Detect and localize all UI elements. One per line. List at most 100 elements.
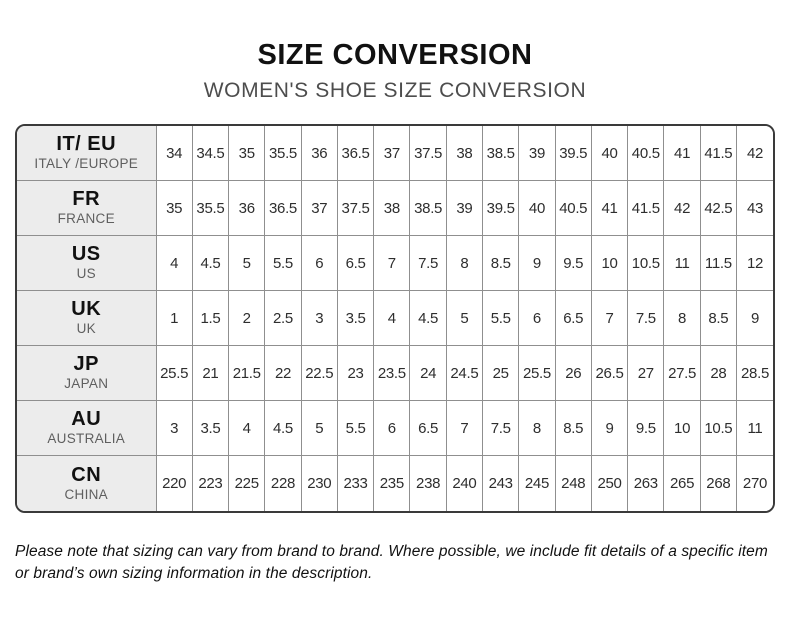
size-value-cell: 36	[300, 125, 338, 182]
table-row: CN CHINA 220 223 225 228 230 233 235 238 240 243 245…	[17, 455, 773, 511]
size-value-cell: 41	[590, 180, 629, 237]
size-value-cell: 11	[663, 235, 701, 292]
size-value-cell: 34	[155, 125, 193, 182]
size-table-body: IT/ EU ITALY /EUROPE 34 34.5 35 35.5 36 36.5 37 3…	[17, 125, 773, 511]
size-value-cell: 10	[663, 400, 701, 457]
size-value-cell: 245	[518, 455, 556, 511]
size-value-cell: 40	[590, 125, 629, 182]
size-value-cell: 23	[336, 345, 375, 402]
size-value-cell: 8.5	[554, 400, 592, 457]
size-value-cell: 41	[663, 125, 701, 182]
size-conversion-table: IT/ EU ITALY /EUROPE 34 34.5 35 35.5 36 36.5 37 3…	[15, 123, 775, 513]
size-value-cell: 42	[736, 125, 773, 182]
table-row: FR FRANCE 35 35.5 36 36.5 37 37.5 38 38.5 39 39.5 40…	[17, 180, 773, 237]
size-value-cell: 238	[409, 455, 447, 511]
size-value-cell: 263	[627, 455, 665, 511]
size-value-cell: 36	[228, 180, 266, 237]
size-value-cell: 37.5	[409, 125, 447, 182]
size-value-cell: 9	[590, 400, 629, 457]
table-row: UK UK 1 1.5 2 2.5 3 3.5 4 4.5 5 5.5 6 6.5 7 7.5 8 8.5 9	[17, 290, 773, 347]
size-value-cell: 243	[482, 455, 520, 511]
size-value-cell: 41.5	[699, 125, 738, 182]
size-value-cell: 35	[228, 125, 266, 182]
row-region-label: UK	[76, 321, 96, 337]
size-value-cell: 3.5	[336, 290, 375, 347]
size-value-cell: 36.5	[336, 125, 375, 182]
size-value-cell: 235	[373, 455, 411, 511]
sizing-disclaimer-note: Please note that sizing can vary from br…	[15, 542, 768, 583]
size-value-cell: 40	[518, 180, 556, 237]
row-header-au: AU AUSTRALIA	[17, 400, 157, 457]
row-region-label: FRANCE	[57, 211, 115, 227]
size-value-cell: 21	[191, 345, 230, 402]
size-value-cell: 9.5	[627, 400, 665, 457]
size-value-cell: 24.5	[445, 345, 484, 402]
size-value-cell: 6.5	[554, 290, 592, 347]
size-value-cell: 36.5	[264, 180, 302, 237]
size-value-cell: 39	[445, 180, 484, 237]
size-value-cell: 28.5	[736, 345, 773, 402]
size-value-cell: 8.5	[482, 235, 520, 292]
size-value-cell: 11.5	[699, 235, 738, 292]
size-value-cell: 6.5	[409, 400, 447, 457]
size-value-cell: 42.5	[699, 180, 738, 237]
row-code-label: US	[71, 243, 101, 266]
size-value-cell: 26.5	[590, 345, 629, 402]
size-value-cell: 228	[264, 455, 302, 511]
size-table: IT/ EU ITALY /EUROPE 34 34.5 35 35.5 36 36.5 37 3…	[17, 125, 773, 511]
size-value-cell: 39	[518, 125, 556, 182]
size-value-cell: 3.5	[191, 400, 230, 457]
size-value-cell: 10.5	[627, 235, 665, 292]
row-code-label: CN	[71, 463, 102, 486]
size-value-cell: 7	[445, 400, 484, 457]
size-value-cell: 248	[554, 455, 592, 511]
size-value-cell: 223	[191, 455, 230, 511]
size-value-cell: 38	[373, 180, 411, 237]
size-value-cell: 6	[300, 235, 338, 292]
size-value-cell: 7.5	[627, 290, 665, 347]
size-value-cell: 24	[409, 345, 447, 402]
row-region-label: JAPAN	[64, 376, 109, 392]
size-value-cell: 6.5	[336, 235, 375, 292]
table-row: JP JAPAN 25.5 21 21.5 22 22.5 23 23.5 24 24.5 25 25.…	[17, 345, 773, 402]
size-value-cell: 225	[228, 455, 266, 511]
size-value-cell: 3	[300, 290, 338, 347]
size-value-cell: 11	[736, 400, 773, 457]
row-code-label: JP	[73, 353, 99, 376]
size-value-cell: 6	[373, 400, 411, 457]
row-region-label: AUSTRALIA	[47, 431, 126, 447]
size-value-cell: 22.5	[300, 345, 338, 402]
size-value-cell: 268	[699, 455, 738, 511]
size-value-cell: 1.5	[191, 290, 230, 347]
size-value-cell: 35.5	[264, 125, 302, 182]
size-value-cell: 9.5	[554, 235, 592, 292]
row-region-label: CHINA	[64, 486, 108, 502]
size-value-cell: 12	[736, 235, 773, 292]
page-title: SIZE CONVERSION	[257, 39, 533, 71]
size-value-cell: 7.5	[409, 235, 447, 292]
size-value-cell: 35	[155, 180, 193, 237]
size-value-cell: 4	[373, 290, 411, 347]
page-subtitle: WOMEN'S SHOE SIZE CONVERSION	[203, 78, 587, 102]
size-value-cell: 230	[300, 455, 338, 511]
row-code-label: AU	[71, 408, 102, 431]
size-value-cell: 37.5	[336, 180, 375, 237]
size-value-cell: 2	[228, 290, 266, 347]
size-value-cell: 240	[445, 455, 484, 511]
size-value-cell: 270	[736, 455, 773, 511]
size-value-cell: 4	[155, 235, 193, 292]
size-value-cell: 22	[264, 345, 302, 402]
size-value-cell: 4.5	[264, 400, 302, 457]
size-value-cell: 7	[373, 235, 411, 292]
size-value-cell: 23.5	[373, 345, 411, 402]
row-header-jp: JP JAPAN	[17, 345, 157, 402]
row-header-it-eu: IT/ EU ITALY /EUROPE	[17, 125, 157, 182]
size-value-cell: 4.5	[191, 235, 230, 292]
size-value-cell: 5	[300, 400, 338, 457]
row-header-us: US US	[17, 235, 157, 292]
row-code-label: IT/ EU	[56, 133, 117, 156]
row-header-fr: FR FRANCE	[17, 180, 157, 237]
size-value-cell: 9	[518, 235, 556, 292]
size-value-cell: 233	[336, 455, 375, 511]
